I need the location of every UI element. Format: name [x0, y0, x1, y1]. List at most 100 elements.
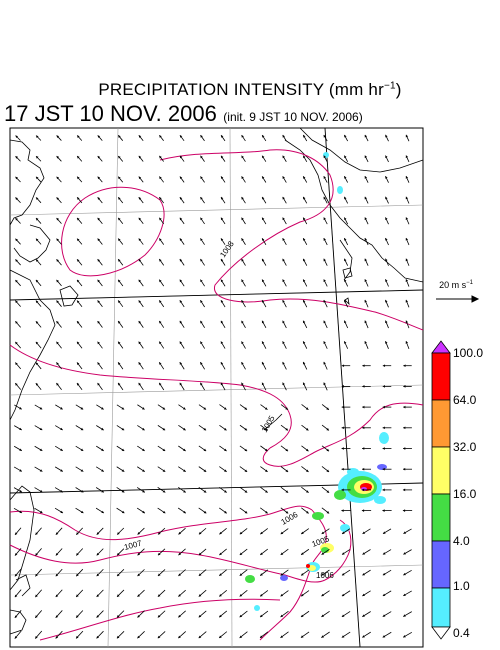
wind-vector-head: [344, 176, 347, 179]
wind-reference-arrow: [436, 295, 480, 303]
wind-vector-head: [56, 362, 59, 365]
coast-china-east: [9, 269, 56, 421]
wind-vector-head: [403, 364, 406, 368]
wind-vector-head: [362, 552, 366, 555]
title-exponent: −1: [383, 80, 396, 92]
wind-vector-head: [101, 490, 104, 493]
wind-vector-head: [116, 635, 120, 639]
wind-vector-head: [364, 196, 368, 200]
wind-vector-head: [260, 573, 263, 576]
wind-vector-head: [364, 238, 368, 241]
wind-vector-head: [77, 279, 80, 283]
wind-vector-head: [262, 258, 265, 262]
wind-vector-head: [159, 300, 162, 303]
wind-vector-head: [220, 197, 224, 200]
wind-vector-head: [138, 362, 142, 365]
wind-vector-head: [118, 197, 121, 200]
wind-vector-head: [344, 299, 347, 303]
wind-vector-head: [179, 320, 183, 324]
wind-vector-head: [323, 361, 326, 365]
wind-vector-head: [303, 155, 306, 159]
wind-vector-head: [385, 238, 388, 241]
wind-vector-head: [239, 635, 243, 638]
wind-vector-head: [326, 407, 329, 410]
wind-vector-head: [179, 197, 183, 200]
wind-vector-head: [382, 426, 385, 430]
wind-vector-head: [280, 573, 284, 576]
wind-vector-head: [282, 238, 285, 241]
wind-vector-head: [60, 469, 63, 472]
wind-vector-head: [179, 382, 183, 386]
wind-vector-head: [179, 135, 183, 138]
wind-vector-head: [182, 407, 186, 410]
wind-vector-head: [179, 279, 183, 283]
coast-kyushu: [59, 285, 79, 307]
wind-vector-head: [138, 341, 142, 345]
wind-vector-head: [323, 341, 326, 344]
wind-vector-head: [142, 510, 145, 514]
wind-vector-head: [262, 196, 265, 200]
wind-vector-head: [323, 279, 326, 282]
wind-vector-head: [14, 636, 18, 639]
wind-vector-head: [121, 469, 125, 472]
isobar-label: 1006: [316, 571, 334, 580]
wind-vector-head: [179, 341, 183, 345]
wind-vector-head: [385, 196, 388, 200]
wind-vector-head: [241, 300, 244, 303]
wind-vector-head: [39, 427, 43, 431]
wind-vector-head: [282, 361, 285, 365]
colorbar: [431, 340, 451, 640]
wind-vector-head: [241, 258, 244, 262]
wind-vector-head: [97, 362, 100, 365]
wind-vector-head: [362, 447, 365, 450]
wind-vector-head: [97, 176, 101, 180]
wind-vector-head: [323, 258, 326, 262]
wind-vector-head: [244, 407, 247, 410]
wind-vector-head: [203, 448, 207, 452]
wind-vector-head: [118, 238, 121, 242]
wind-vector-head: [138, 238, 142, 242]
wind-reference-text: 20 m s: [439, 280, 467, 290]
wind-vector-head: [405, 196, 409, 200]
wind-vector-head: [362, 572, 366, 576]
wind-vector-head: [56, 259, 59, 262]
wind-vector-head: [219, 552, 222, 556]
wind-vector-head: [142, 469, 145, 472]
wind-vector-head: [362, 531, 366, 534]
wind-vector-head: [280, 552, 284, 555]
wind-vector-head: [223, 427, 227, 431]
isobar-north-loop: [61, 186, 165, 277]
wind-vector-head: [341, 572, 345, 576]
wind-vector-head: [96, 635, 100, 639]
colorbar-segment: [431, 352, 451, 401]
wind-vector-head: [138, 135, 142, 138]
wind-vector-head: [220, 382, 224, 386]
wind-vector-head: [56, 217, 60, 221]
wind-vector-head: [76, 382, 80, 386]
wind-vector-head: [200, 258, 203, 262]
colorbar-bottom-cap: [431, 626, 451, 640]
wind-vector-head: [282, 320, 285, 324]
wind-vector-head: [76, 635, 79, 639]
wind-vector-head: [405, 217, 409, 220]
wind-vector-head: [118, 155, 121, 159]
wind-vector-head: [403, 531, 407, 534]
wind-vector-head: [265, 510, 268, 514]
wind-vector-head: [80, 448, 84, 451]
wind-vector-head: [285, 510, 289, 514]
wind-vector-head: [118, 217, 121, 221]
wind-vector-head: [382, 385, 385, 388]
wind-vector-head: [261, 279, 265, 283]
wind-vector-head: [77, 238, 80, 242]
wind-vector-head: [35, 238, 39, 242]
wind-vector-head: [362, 635, 365, 638]
wind-vector-head: [344, 134, 347, 138]
wind-vector-head: [97, 300, 100, 304]
wind-vector-head: [344, 196, 347, 200]
wind-vector-head: [362, 467, 365, 471]
wind-vector-head: [56, 238, 59, 242]
coast-islands-2: [344, 297, 350, 306]
wind-vector-head: [178, 573, 181, 576]
coast-luzon: [9, 609, 27, 635]
wind-vector-head: [220, 258, 224, 262]
